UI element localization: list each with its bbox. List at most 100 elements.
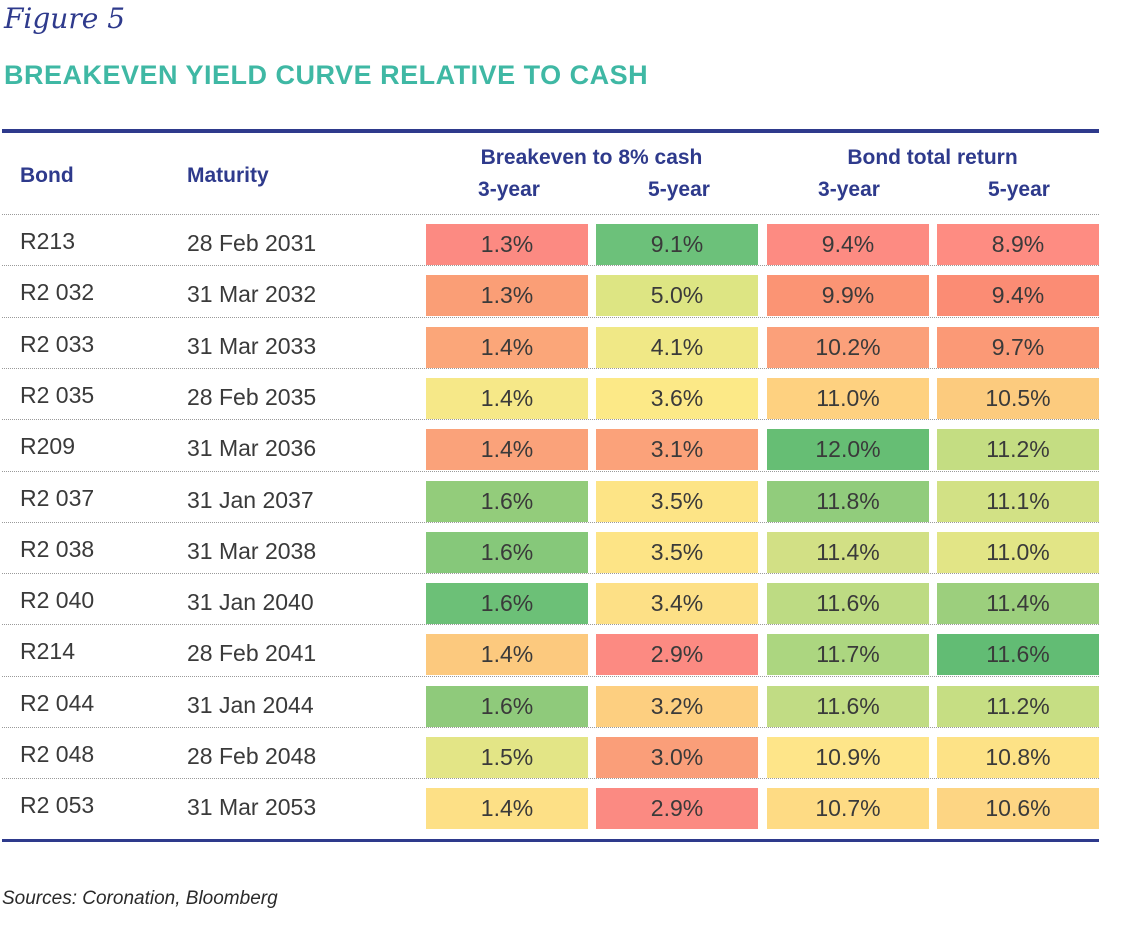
- table-row: R2 033 31 Mar 2033 1.4% 4.1% 10.2% 9.7%: [0, 322, 1121, 373]
- total-return-5-year-cell: 11.6%: [937, 634, 1099, 675]
- bond-cell: R214: [20, 638, 75, 664]
- total-return-3-year-cell: 9.4%: [767, 224, 929, 265]
- row-divider: [2, 419, 1099, 420]
- table-row: R2 037 31 Jan 2037 1.6% 3.5% 11.8% 11.1%: [0, 476, 1121, 527]
- breakeven-5-year-cell: 3.6%: [596, 378, 758, 419]
- row-divider: [2, 522, 1099, 523]
- maturity-cell: 31 Jan 2037: [187, 487, 314, 513]
- total-return-5-year-cell: 11.1%: [937, 481, 1099, 522]
- breakeven-5-year-cell: 3.5%: [596, 481, 758, 522]
- total-return-3-year-cell: 10.2%: [767, 327, 929, 368]
- maturity-cell: 31 Mar 2036: [187, 435, 317, 461]
- total-return-3-year-cell: 11.6%: [767, 583, 929, 624]
- column-group-total-return: Bond total return: [847, 146, 1018, 169]
- row-divider: [2, 265, 1099, 266]
- total-return-5-year-cell: 11.2%: [937, 429, 1099, 470]
- table-top-rule: [2, 129, 1099, 133]
- maturity-cell: 31 Jan 2044: [187, 692, 314, 718]
- column-header-breakeven-3-year: 3-year: [478, 178, 540, 201]
- breakeven-3-year-cell: 1.6%: [426, 532, 588, 573]
- bond-cell: R2 038: [20, 536, 95, 562]
- total-return-3-year-cell: 11.0%: [767, 378, 929, 419]
- total-return-3-year-cell: 9.9%: [767, 275, 929, 316]
- row-divider: [2, 214, 1099, 215]
- total-return-5-year-cell: 9.4%: [937, 275, 1099, 316]
- breakeven-3-year-cell: 1.6%: [426, 481, 588, 522]
- maturity-cell: 31 Mar 2033: [187, 333, 317, 359]
- table-row: R2 035 28 Feb 2035 1.4% 3.6% 11.0% 10.5%: [0, 373, 1121, 424]
- row-divider: [2, 573, 1099, 574]
- breakeven-3-year-cell: 1.5%: [426, 737, 588, 778]
- bond-cell: R2 053: [20, 792, 95, 818]
- total-return-5-year-cell: 10.5%: [937, 378, 1099, 419]
- breakeven-5-year-cell: 3.5%: [596, 532, 758, 573]
- total-return-5-year-cell: 10.6%: [937, 788, 1099, 829]
- bond-cell: R2 037: [20, 485, 95, 511]
- total-return-5-year-cell: 11.0%: [937, 532, 1099, 573]
- row-divider: [2, 676, 1099, 677]
- column-header-breakeven-5-year: 5-year: [648, 178, 710, 201]
- table-row: R2 044 31 Jan 2044 1.6% 3.2% 11.6% 11.2%: [0, 681, 1121, 732]
- bond-cell: R2 035: [20, 382, 95, 408]
- total-return-5-year-cell: 10.8%: [937, 737, 1099, 778]
- breakeven-3-year-cell: 1.4%: [426, 429, 588, 470]
- column-header-bond: Bond: [20, 164, 74, 187]
- bond-cell: R2 040: [20, 587, 95, 613]
- maturity-cell: 31 Mar 2038: [187, 538, 317, 564]
- total-return-3-year-cell: 12.0%: [767, 429, 929, 470]
- breakeven-3-year-cell: 1.3%: [426, 275, 588, 316]
- breakeven-5-year-cell: 3.1%: [596, 429, 758, 470]
- total-return-3-year-cell: 11.4%: [767, 532, 929, 573]
- page-title: BREAKEVEN YIELD CURVE RELATIVE TO CASH: [4, 60, 649, 90]
- total-return-5-year-cell: 11.4%: [937, 583, 1099, 624]
- column-group-breakeven: Breakeven to 8% cash: [480, 146, 703, 169]
- breakeven-3-year-cell: 1.6%: [426, 583, 588, 624]
- breakeven-5-year-cell: 2.9%: [596, 788, 758, 829]
- maturity-cell: 31 Jan 2040: [187, 589, 314, 615]
- column-header-total-return-3-year: 3-year: [818, 178, 880, 201]
- column-header-maturity: Maturity: [187, 164, 269, 187]
- row-divider: [2, 471, 1099, 472]
- table-row: R2 032 31 Mar 2032 1.3% 5.0% 9.9% 9.4%: [0, 270, 1121, 321]
- breakeven-5-year-cell: 3.2%: [596, 686, 758, 727]
- breakeven-3-year-cell: 1.4%: [426, 788, 588, 829]
- row-divider: [2, 317, 1099, 318]
- maturity-cell: 28 Feb 2048: [187, 743, 317, 769]
- maturity-cell: 28 Feb 2035: [187, 384, 317, 410]
- total-return-3-year-cell: 11.6%: [767, 686, 929, 727]
- bond-cell: R2 044: [20, 690, 95, 716]
- column-header-total-return-5-year: 5-year: [988, 178, 1050, 201]
- table-row: R213 28 Feb 2031 1.3% 9.1% 9.4% 8.9%: [0, 219, 1121, 270]
- row-divider: [2, 368, 1099, 369]
- table-bottom-rule: [2, 839, 1099, 842]
- breakeven-5-year-cell: 9.1%: [596, 224, 758, 265]
- breakeven-5-year-cell: 4.1%: [596, 327, 758, 368]
- table-row: R214 28 Feb 2041 1.4% 2.9% 11.7% 11.6%: [0, 629, 1121, 680]
- row-divider: [2, 778, 1099, 779]
- bond-cell: R213: [20, 228, 75, 254]
- breakeven-5-year-cell: 2.9%: [596, 634, 758, 675]
- row-divider: [2, 624, 1099, 625]
- maturity-cell: 31 Mar 2053: [187, 794, 317, 820]
- breakeven-3-year-cell: 1.6%: [426, 686, 588, 727]
- total-return-5-year-cell: 11.2%: [937, 686, 1099, 727]
- total-return-3-year-cell: 10.7%: [767, 788, 929, 829]
- bond-cell: R209: [20, 433, 75, 459]
- bond-cell: R2 033: [20, 331, 95, 357]
- table-row: R2 038 31 Mar 2038 1.6% 3.5% 11.4% 11.0%: [0, 527, 1121, 578]
- table-row: R2 040 31 Jan 2040 1.6% 3.4% 11.6% 11.4%: [0, 578, 1121, 629]
- table-row: R2 048 28 Feb 2048 1.5% 3.0% 10.9% 10.8%: [0, 732, 1121, 783]
- breakeven-3-year-cell: 1.4%: [426, 327, 588, 368]
- total-return-3-year-cell: 11.8%: [767, 481, 929, 522]
- breakeven-3-year-cell: 1.3%: [426, 224, 588, 265]
- breakeven-3-year-cell: 1.4%: [426, 378, 588, 419]
- total-return-3-year-cell: 11.7%: [767, 634, 929, 675]
- bond-cell: R2 048: [20, 741, 95, 767]
- table-row: R209 31 Mar 2036 1.4% 3.1% 12.0% 11.2%: [0, 424, 1121, 475]
- breakeven-5-year-cell: 3.4%: [596, 583, 758, 624]
- breakeven-5-year-cell: 5.0%: [596, 275, 758, 316]
- total-return-3-year-cell: 10.9%: [767, 737, 929, 778]
- maturity-cell: 28 Feb 2031: [187, 230, 317, 256]
- bond-cell: R2 032: [20, 279, 95, 305]
- row-divider: [2, 727, 1099, 728]
